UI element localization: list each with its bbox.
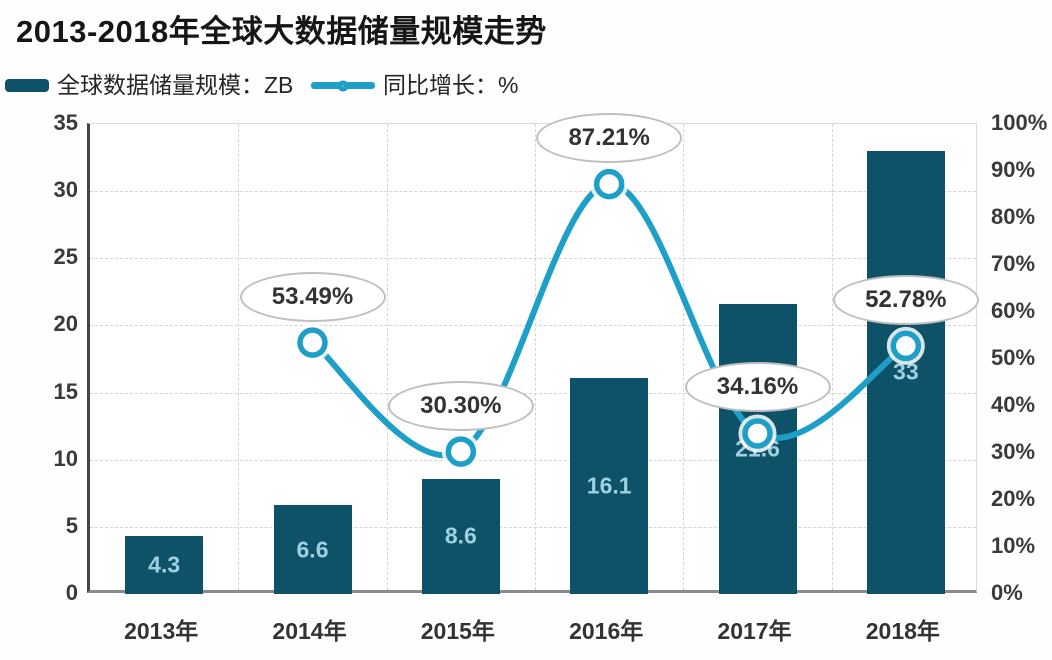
- gridline-horizontal: [90, 258, 976, 260]
- y-axis-tick-left: 35: [53, 110, 78, 135]
- gridline-horizontal: [90, 325, 976, 327]
- growth-callout: 53.49%: [239, 271, 386, 322]
- y-axis-tick-right: 30%: [991, 439, 1036, 464]
- y-axis-tick-left: 20: [53, 311, 78, 337]
- legend-line-marker-icon: [337, 80, 349, 91]
- growth-marker-halo: [441, 432, 480, 471]
- y-axis-tick-right: 80%: [991, 204, 1036, 229]
- y-axis-tick-left: 25: [53, 244, 78, 270]
- y-axis-tick-left: 10: [53, 445, 78, 471]
- legend-bar-label: 全球数据储量规模：ZB: [57, 72, 294, 98]
- data-bar: [125, 536, 204, 594]
- data-bar: [421, 478, 500, 594]
- data-bar: [273, 505, 352, 594]
- y-axis-tick-right: 0%: [991, 580, 1023, 605]
- plot-area: 4.36.68.616.121.63353.49%30.30%87.21%34.…: [87, 113, 979, 594]
- gridline-horizontal: [90, 392, 976, 394]
- gridline-vertical: [535, 124, 536, 590]
- bar-value-label: 8.6: [444, 522, 477, 549]
- x-axis-label: 2015年: [420, 618, 495, 644]
- growth-callout: 87.21%: [536, 113, 683, 164]
- growth-line-marker: [742, 418, 773, 449]
- y-axis-tick-right: 40%: [991, 392, 1036, 417]
- y-axis-tick-left: 0: [65, 580, 78, 605]
- growth-callout: 34.16%: [684, 362, 831, 413]
- growth-line-marker: [593, 168, 625, 200]
- growth-line-layer: [293, 165, 925, 471]
- x-axis-label: 2016年: [569, 618, 644, 644]
- growth-callout: 30.30%: [387, 380, 534, 431]
- bar-value-label: 6.6: [296, 536, 329, 563]
- gridline-vertical: [238, 124, 240, 590]
- y-axis-tick-left: 5: [65, 512, 78, 538]
- gridline-horizontal: [90, 191, 976, 193]
- bar-value-label: 16.1: [586, 472, 632, 499]
- y-axis-tick-right: 70%: [991, 251, 1036, 276]
- growth-callout: 52.78%: [832, 274, 979, 325]
- growth-line-marker: [297, 327, 328, 358]
- y-axis-tick-right: 20%: [991, 486, 1036, 511]
- y-axis-tick-right: 90%: [991, 157, 1036, 182]
- y-axis-tick-right: 100%: [991, 110, 1048, 135]
- y-axis-tick-right: 60%: [991, 298, 1036, 323]
- y-axis-tick-right: 50%: [991, 345, 1036, 370]
- y-axis-tick-left: 15: [53, 378, 78, 404]
- gridline-vertical: [831, 124, 833, 590]
- legend-bar-swatch: [5, 79, 49, 92]
- x-axis-label: 2013年: [124, 618, 199, 644]
- x-axis-label: 2017年: [717, 618, 792, 644]
- y-axis-tick-right: 10%: [991, 533, 1036, 558]
- x-axis-label: 2014年: [272, 618, 347, 644]
- data-bar: [570, 377, 649, 594]
- legend-line-swatch: [311, 80, 375, 91]
- gridline-vertical: [386, 124, 388, 590]
- growth-marker-halo: [590, 165, 629, 204]
- growth-marker-halo: [738, 414, 777, 453]
- growth-line-marker: [445, 436, 477, 467]
- growth-marker-halo: [886, 326, 925, 365]
- gridline-horizontal: [90, 459, 976, 461]
- gridline-horizontal: [90, 526, 976, 528]
- chart-title: 2013-2018年全球大数据储量规模走势: [16, 14, 547, 49]
- gridline-vertical: [683, 124, 685, 590]
- x-axis-label: 2018年: [865, 618, 940, 644]
- y-axis-right: 0% 10% 20% 30% 40% 50% 60% 70% 80% 90% 100%: [991, 112, 1051, 604]
- growth-line-marker: [890, 330, 922, 362]
- legend: 全球数据储量规模：ZB 同比增长：%: [0, 70, 1052, 102]
- legend-line-label: 同比增长：%: [383, 72, 519, 98]
- y-axis-tick-left: 30: [53, 177, 78, 203]
- bar-value-label: 4.3: [148, 551, 181, 578]
- y-axis-left: 0 5 10 15 20 25 30 35: [28, 112, 78, 604]
- growth-marker-halo: [293, 323, 332, 362]
- x-axis: 2013年 2014年 2015年 2016年 2017年 2018年: [87, 612, 977, 644]
